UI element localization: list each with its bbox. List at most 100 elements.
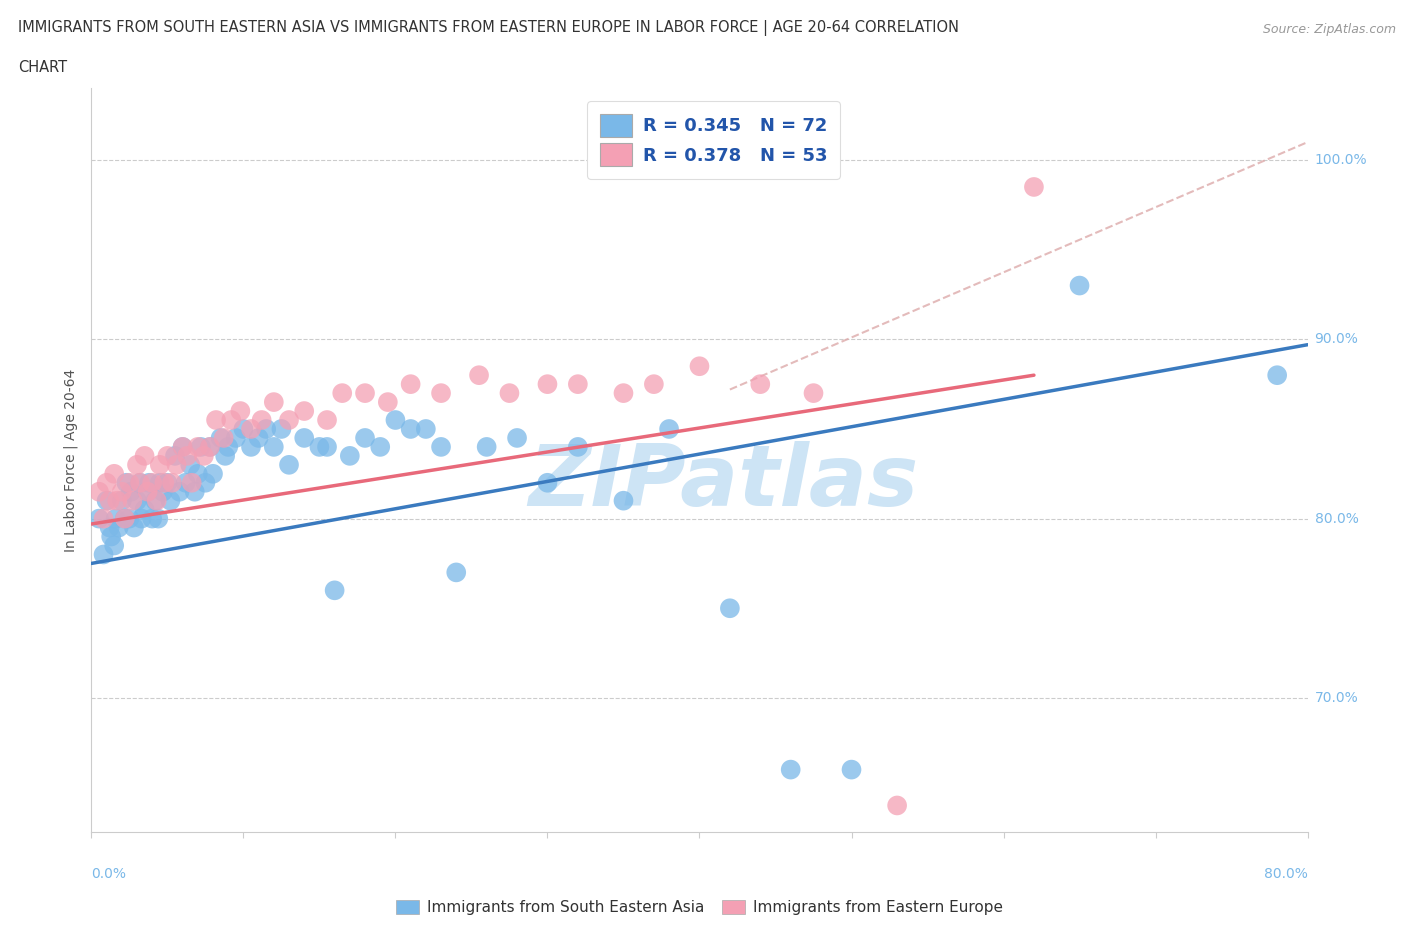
Point	[718, 601, 741, 616]
Point	[323, 583, 346, 598]
Point	[263, 394, 285, 409]
Point	[172, 440, 194, 455]
Point	[354, 386, 377, 401]
Point	[125, 458, 148, 472]
Point	[1265, 367, 1288, 382]
Point	[567, 440, 589, 455]
Point	[103, 538, 125, 553]
Point	[176, 448, 198, 463]
Point	[612, 493, 634, 508]
Point	[247, 431, 270, 445]
Point	[240, 440, 263, 455]
Point	[886, 798, 908, 813]
Point	[240, 421, 263, 436]
Point	[250, 413, 273, 428]
Point	[145, 493, 167, 508]
Point	[149, 475, 172, 490]
Point	[468, 367, 491, 382]
Point	[122, 520, 145, 535]
Y-axis label: In Labor Force | Age 20-64: In Labor Force | Age 20-64	[63, 368, 79, 552]
Point	[190, 440, 212, 455]
Point	[152, 485, 174, 499]
Point	[209, 431, 232, 445]
Point	[536, 475, 558, 490]
Point	[114, 512, 136, 526]
Point	[212, 431, 235, 445]
Text: 0.0%: 0.0%	[91, 867, 127, 882]
Point	[198, 440, 221, 455]
Point	[354, 431, 377, 445]
Point	[103, 466, 125, 481]
Point	[172, 440, 194, 455]
Point	[87, 512, 110, 526]
Text: CHART: CHART	[18, 60, 67, 75]
Point	[225, 431, 247, 445]
Point	[134, 448, 156, 463]
Point	[131, 512, 153, 526]
Point	[107, 520, 129, 535]
Point	[136, 485, 159, 499]
Point	[166, 458, 188, 472]
Point	[111, 485, 134, 499]
Point	[270, 421, 292, 436]
Point	[1069, 278, 1091, 293]
Text: ZIPatlas: ZIPatlas	[529, 441, 920, 525]
Point	[120, 485, 142, 499]
Point	[174, 475, 197, 490]
Point	[93, 547, 115, 562]
Point	[803, 386, 825, 401]
Point	[141, 512, 163, 526]
Point	[93, 512, 115, 526]
Point	[148, 512, 170, 526]
Point	[202, 466, 225, 481]
Point	[316, 413, 339, 428]
Point	[399, 421, 422, 436]
Point	[156, 448, 179, 463]
Point	[96, 493, 118, 508]
Point	[194, 475, 217, 490]
Point	[278, 413, 301, 428]
Point	[384, 413, 406, 428]
Point	[129, 475, 152, 490]
Point	[399, 377, 422, 392]
Point	[193, 448, 215, 463]
Point	[643, 377, 665, 392]
Point	[163, 448, 186, 463]
Point	[114, 512, 136, 526]
Point	[141, 475, 163, 490]
Point	[134, 502, 156, 517]
Point	[136, 485, 159, 499]
Point	[254, 421, 277, 436]
Point	[115, 475, 138, 490]
Point	[217, 440, 239, 455]
Text: Source: ZipAtlas.com: Source: ZipAtlas.com	[1263, 23, 1396, 36]
Point	[198, 440, 221, 455]
Point	[229, 404, 252, 418]
Point	[278, 458, 301, 472]
Point	[567, 377, 589, 392]
Point	[219, 413, 242, 428]
Point	[506, 431, 529, 445]
Point	[104, 512, 127, 526]
Point	[118, 512, 141, 526]
Point	[779, 763, 801, 777]
Point	[143, 493, 166, 508]
Text: 100.0%: 100.0%	[1315, 153, 1367, 167]
Text: 70.0%: 70.0%	[1315, 691, 1358, 705]
Point	[536, 377, 558, 392]
Point	[105, 493, 128, 508]
Point	[688, 359, 710, 374]
Point	[121, 493, 143, 508]
Point	[232, 421, 254, 436]
Point	[125, 493, 148, 508]
Text: 80.0%: 80.0%	[1315, 512, 1358, 525]
Point	[475, 440, 498, 455]
Point	[98, 520, 121, 535]
Point	[430, 440, 453, 455]
Point	[444, 565, 467, 579]
Point	[841, 763, 863, 777]
Point	[316, 440, 339, 455]
Point	[658, 421, 681, 436]
Point	[612, 386, 634, 401]
Point	[498, 386, 520, 401]
